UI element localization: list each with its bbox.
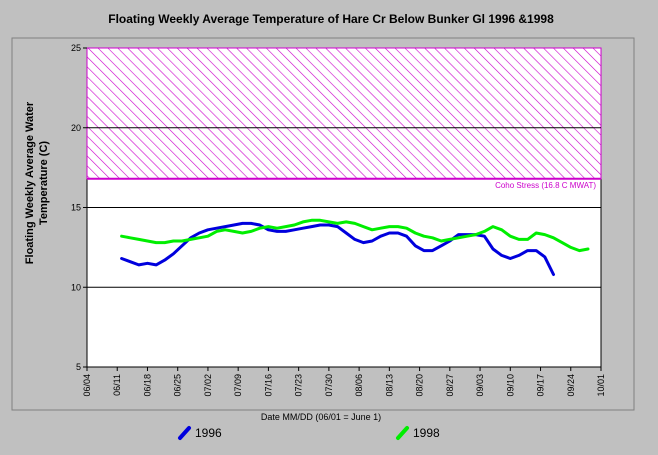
x-tick-label: 08/06 bbox=[354, 374, 364, 397]
y-tick-label: 20 bbox=[71, 123, 81, 133]
legend: 1996 1998 bbox=[178, 426, 440, 440]
x-tick-label: 09/24 bbox=[566, 374, 576, 397]
gridlines bbox=[87, 127, 601, 288]
x-tick-labels: 06/04 06/11 06/18 06/25 07/02 07/09 07/16 07/23… bbox=[82, 367, 606, 397]
x-tick-label: 08/20 bbox=[415, 374, 425, 397]
x-tick-label: 07/30 bbox=[324, 374, 334, 397]
x-tick-label: 07/23 bbox=[294, 374, 304, 397]
x-tick-label: 08/27 bbox=[445, 374, 455, 397]
legend-label-1998: 1998 bbox=[413, 426, 440, 440]
legend-label-1996: 1996 bbox=[195, 426, 222, 440]
y-tick-label: 25 bbox=[71, 43, 81, 53]
series-line-1996 bbox=[120, 221, 555, 276]
x-tick-label: 09/03 bbox=[475, 374, 485, 397]
x-tick-label: 08/13 bbox=[384, 374, 394, 397]
y-tick-label: 10 bbox=[71, 282, 81, 292]
legend-swatch-1998 bbox=[396, 426, 409, 440]
x-tick-label: 07/16 bbox=[263, 374, 273, 397]
x-tick-label: 06/18 bbox=[143, 374, 153, 397]
x-axis-label: Date MM/DD (06/01 = June 1) bbox=[261, 412, 381, 422]
y-tick-label: 5 bbox=[76, 362, 81, 372]
x-tick-label: 07/09 bbox=[233, 374, 243, 397]
x-tick-label: 09/17 bbox=[536, 374, 546, 397]
chart-title: Floating Weekly Average Temperature of H… bbox=[108, 12, 554, 26]
x-tick-label: 09/10 bbox=[505, 374, 515, 397]
series-layer bbox=[120, 218, 590, 276]
y-axis-label-line-1: Floating Weekly Average Water bbox=[24, 101, 36, 264]
y-tick-label: 15 bbox=[71, 203, 81, 213]
x-tick-label: 10/01 bbox=[596, 374, 606, 397]
x-tick-label: 06/04 bbox=[82, 374, 92, 397]
stress-band-layer: Coho Stress (16.8 C MWAT) bbox=[86, 47, 602, 190]
x-tick-label: 06/11 bbox=[112, 374, 122, 396]
x-tick-label: 06/25 bbox=[173, 374, 183, 397]
coho-stress-band bbox=[86, 47, 602, 180]
y-tick-labels: 5 10 15 20 25 bbox=[71, 43, 87, 372]
x-tick-label: 07/02 bbox=[203, 374, 213, 397]
series-line-1998 bbox=[120, 218, 590, 253]
y-axis-label-line-2: Temperature (C) bbox=[38, 141, 50, 225]
legend-swatch-1996 bbox=[178, 426, 191, 440]
coho-stress-label: Coho Stress (16.8 C MWAT) bbox=[495, 181, 596, 190]
outer-panel bbox=[11, 37, 635, 411]
